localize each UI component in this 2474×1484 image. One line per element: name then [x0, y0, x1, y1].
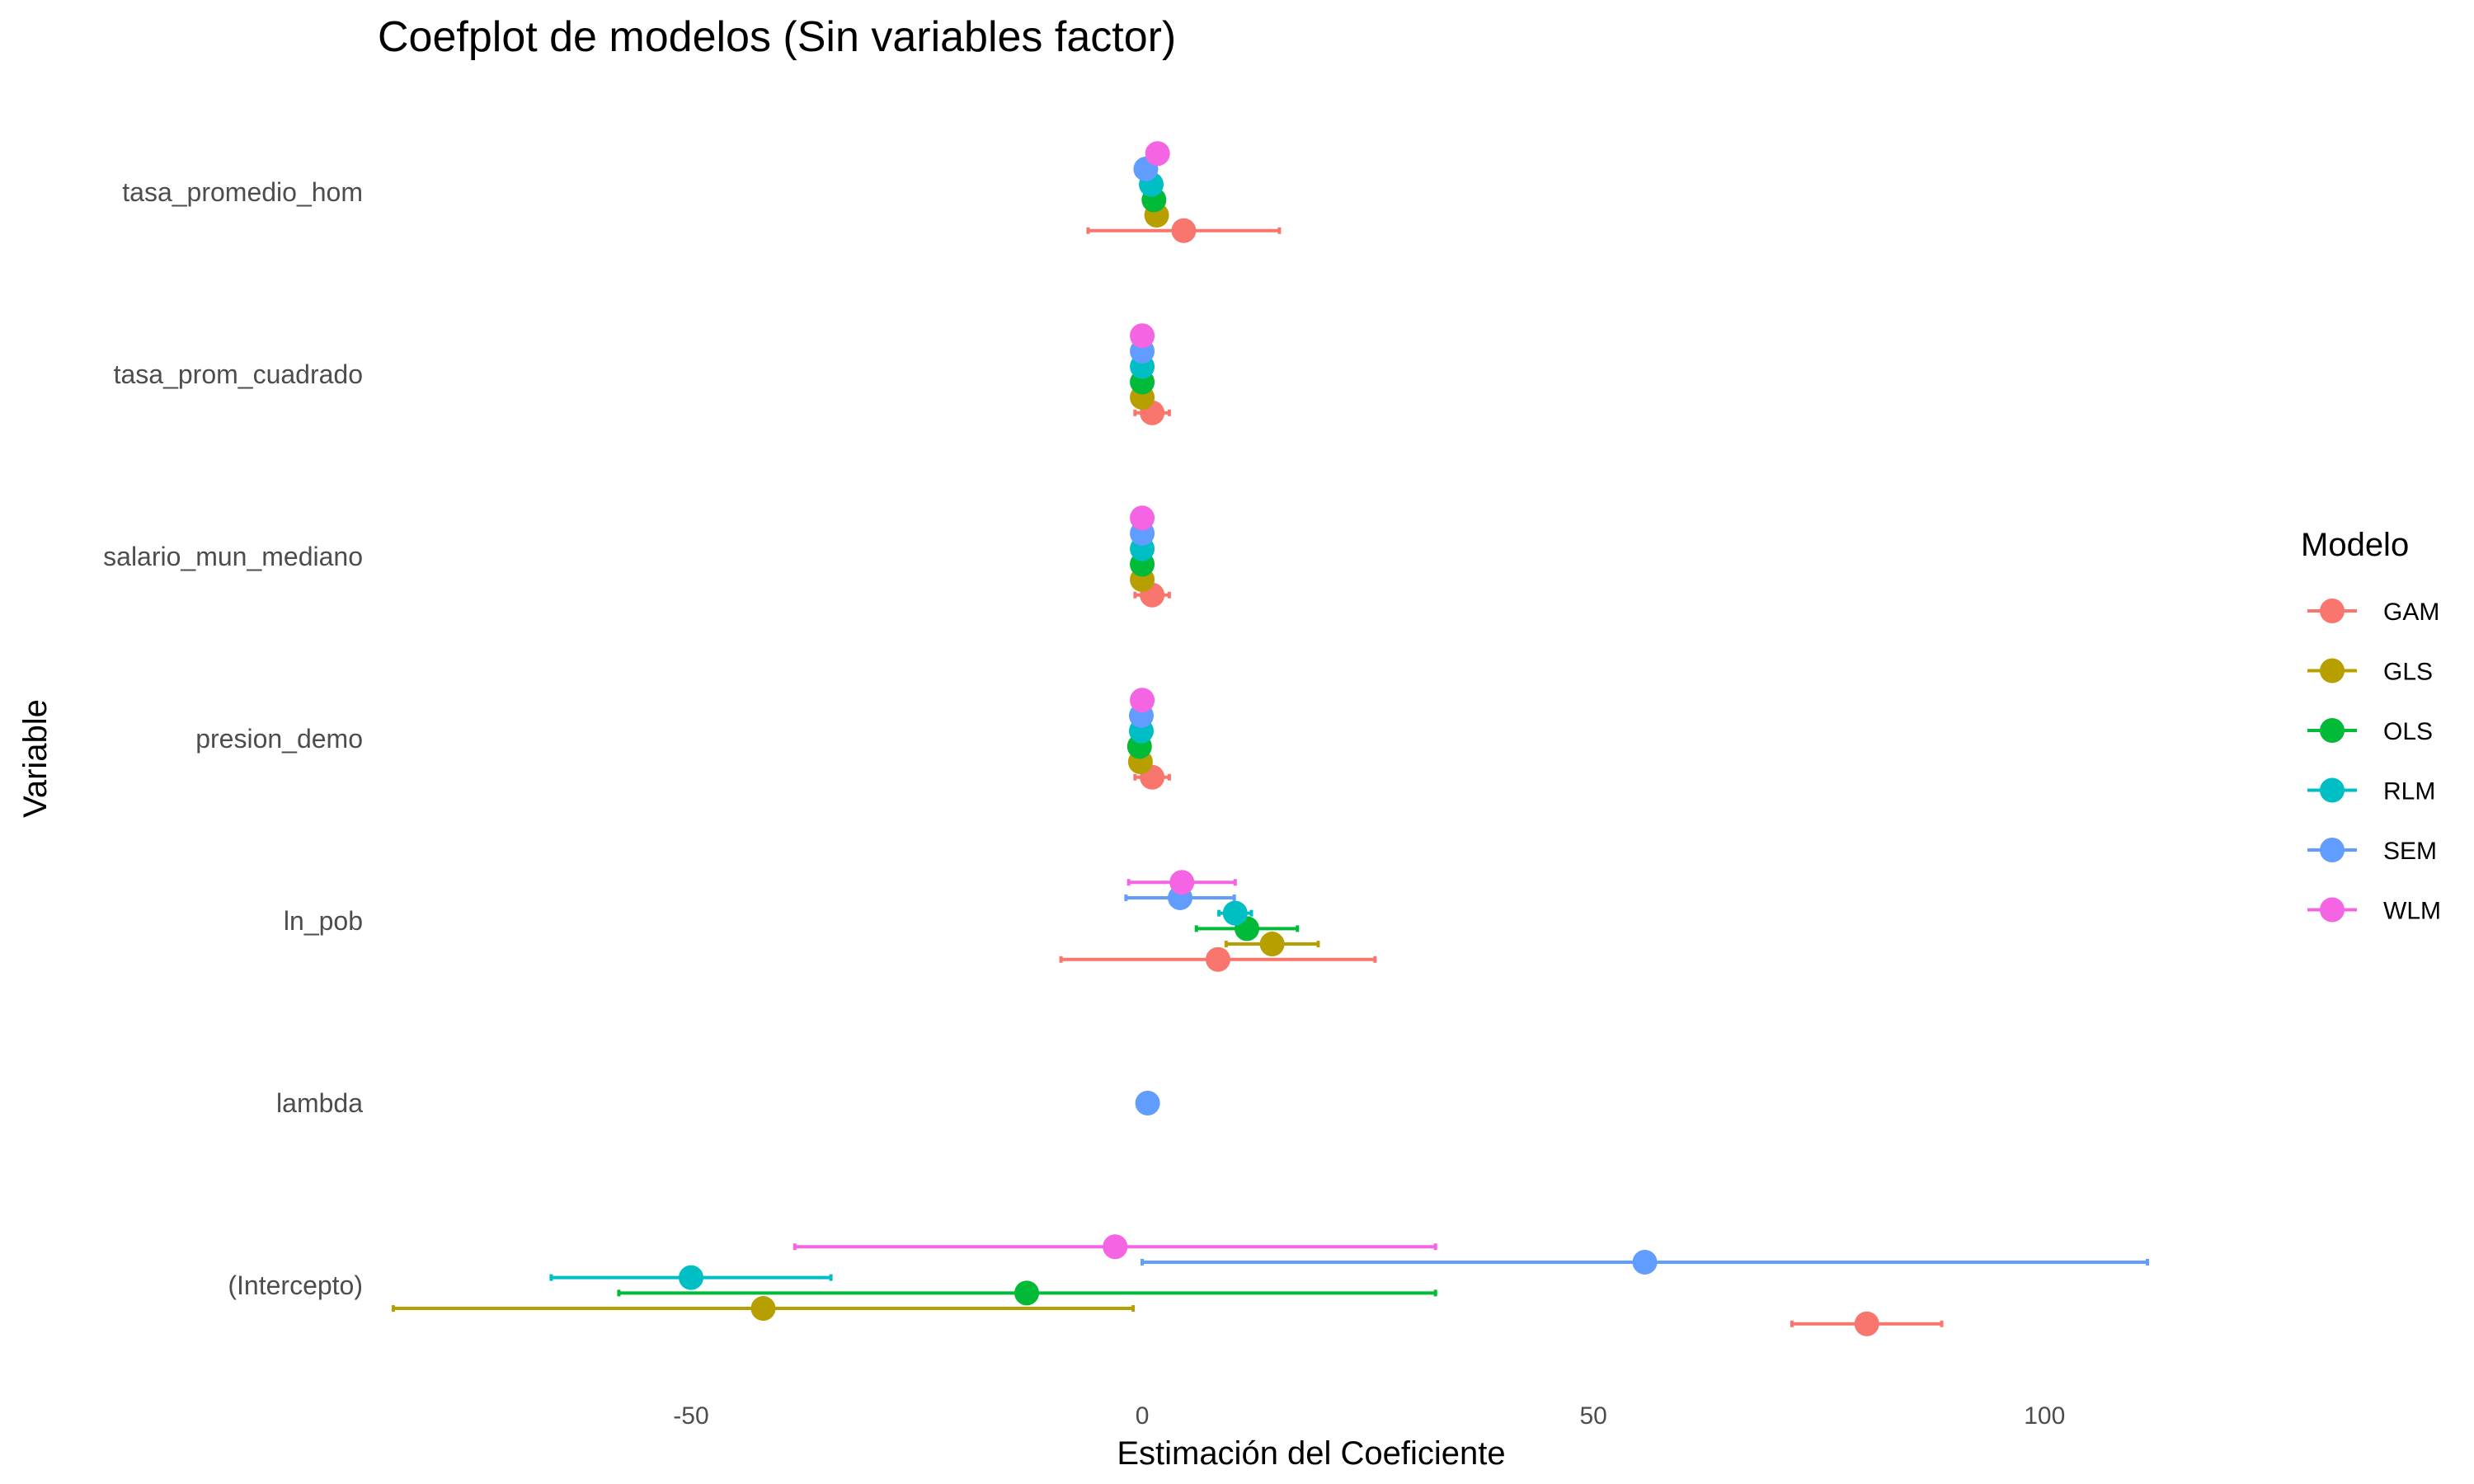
- estimate-point: [1130, 323, 1155, 349]
- estimate-point: [1130, 688, 1155, 713]
- estimate-point: [1259, 932, 1285, 957]
- coef-sem-6: [1141, 1249, 2150, 1275]
- legend-label: RLM: [2383, 778, 2435, 805]
- estimate-point: [1135, 1091, 1160, 1115]
- coef-gam-6: [1790, 1311, 1944, 1336]
- y-tick-label: presion_demo: [195, 724, 363, 754]
- y-tick-label: tasa_prom_cuadrado: [114, 359, 363, 389]
- x-tick-label: -50: [673, 1402, 708, 1430]
- coef-rlm-4: [1217, 900, 1253, 926]
- chart-title: Coefplot de modelos (Sin variables facto…: [378, 13, 1176, 61]
- y-axis-ticks: tasa_promedio_hom tasa_prom_cuadradosalar…: [103, 177, 363, 1300]
- legend: Modelo GAM GLS OLS RLM SEM WLM: [2301, 527, 2441, 925]
- legend-title: Modelo: [2301, 527, 2409, 563]
- estimate-point: [678, 1265, 703, 1290]
- legend-item-sem: SEM: [2307, 838, 2437, 865]
- coef-wlm-0: [1145, 141, 1170, 167]
- legend-key-point: [2320, 897, 2345, 923]
- estimate-point: [1854, 1311, 1879, 1336]
- estimate-point: [1171, 218, 1197, 243]
- estimate-point: [750, 1296, 776, 1322]
- legend-item-ols: OLS: [2307, 718, 2433, 745]
- y-tick-label: lambda: [276, 1088, 363, 1118]
- y-tick-label: ln_pob: [284, 906, 363, 936]
- estimate-point: [1145, 141, 1170, 167]
- estimate-point: [1130, 505, 1155, 531]
- coef-rlm-6: [549, 1265, 833, 1290]
- estimate-point: [1205, 946, 1230, 972]
- y-tick-label: salario_mun_mediano: [103, 542, 363, 571]
- coef-wlm-3: [1130, 688, 1155, 713]
- legend-items: GAM GLS OLS RLM SEM WLM: [2307, 599, 2441, 925]
- legend-key-point: [2320, 658, 2345, 683]
- legend-label: SEM: [2383, 838, 2437, 865]
- legend-label: GLS: [2383, 659, 2433, 686]
- estimate-point: [1632, 1249, 1658, 1275]
- x-axis-ticks: -50 0 50 100: [673, 1402, 2065, 1430]
- legend-key-point: [2320, 777, 2345, 803]
- legend-label: WLM: [2383, 898, 2441, 925]
- x-axis-title: Estimación del Coeficiente: [1117, 1435, 1505, 1472]
- legend-label: OLS: [2383, 718, 2433, 745]
- estimate-point: [1103, 1234, 1128, 1260]
- legend-item-wlm: WLM: [2307, 897, 2441, 925]
- coef-gls-4: [1224, 932, 1320, 957]
- coef-wlm-4: [1126, 870, 1237, 895]
- legend-label: GAM: [2383, 599, 2439, 626]
- legend-item-gam: GAM: [2307, 599, 2439, 626]
- legend-item-gls: GLS: [2307, 658, 2433, 686]
- coef-gls-6: [391, 1296, 1136, 1322]
- coef-ols-6: [617, 1280, 1437, 1306]
- coef-gam-0: [1086, 218, 1282, 243]
- x-tick-label: 0: [1136, 1402, 1150, 1430]
- legend-key-point: [2320, 838, 2345, 862]
- legend-key-point: [2320, 599, 2345, 623]
- chart-marks: [391, 141, 2150, 1336]
- estimate-point: [1169, 870, 1195, 895]
- coef-sem-5: [1135, 1091, 1160, 1115]
- x-tick-label: 100: [2024, 1402, 2065, 1430]
- coef-gam-4: [1059, 946, 1377, 972]
- coef-wlm-2: [1130, 505, 1155, 531]
- y-tick-label: tasa_promedio_hom: [122, 177, 363, 207]
- coef-wlm-6: [793, 1234, 1437, 1260]
- y-axis-title: Variable: [17, 699, 54, 818]
- coef-wlm-1: [1130, 323, 1155, 349]
- legend-key-point: [2320, 718, 2345, 743]
- x-tick-label: 50: [1579, 1402, 1606, 1430]
- y-tick-label: (Intercepto): [228, 1270, 363, 1300]
- estimate-point: [1222, 900, 1248, 926]
- legend-item-rlm: RLM: [2307, 777, 2435, 805]
- estimate-point: [1014, 1280, 1040, 1306]
